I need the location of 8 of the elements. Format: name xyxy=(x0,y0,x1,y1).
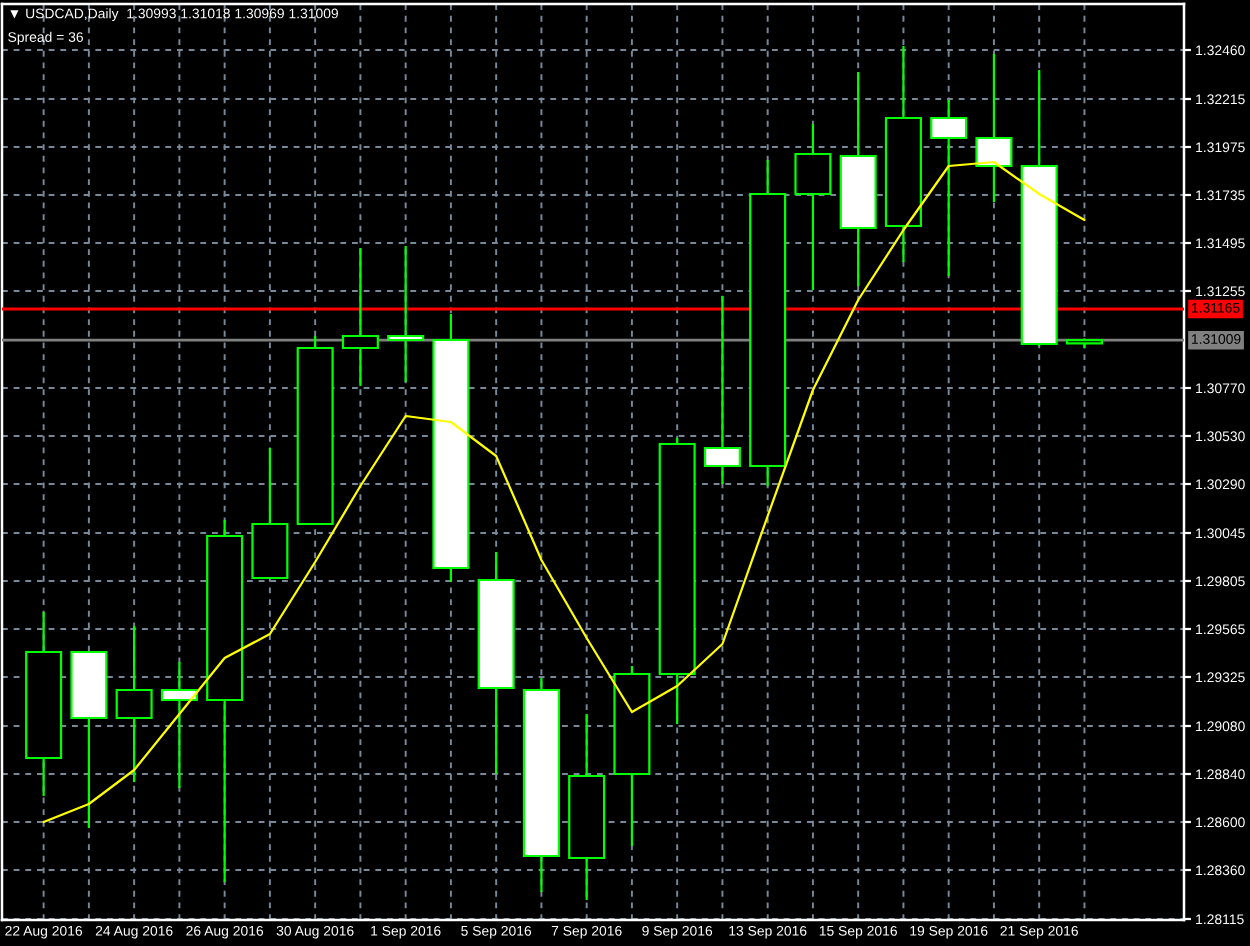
candlestick xyxy=(794,122,832,292)
candlestick xyxy=(975,52,1013,204)
candlestick xyxy=(703,294,741,486)
candlestick xyxy=(115,624,153,784)
candlestick xyxy=(160,660,198,790)
candlestick xyxy=(930,98,968,278)
candlestick xyxy=(341,246,379,388)
candlestick xyxy=(387,244,425,384)
